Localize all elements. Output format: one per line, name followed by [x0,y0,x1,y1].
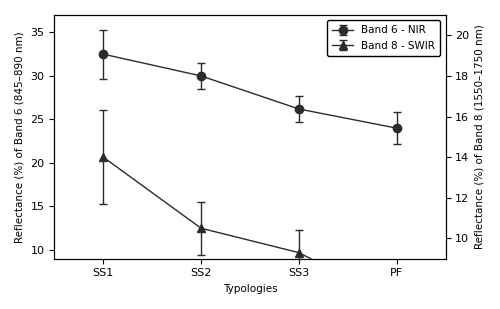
Y-axis label: Reflectance (%) of Band 6 (845–890 nm): Reflectance (%) of Band 6 (845–890 nm) [15,31,25,243]
Legend: Band 6 - NIR, Band 8 - SWIR: Band 6 - NIR, Band 8 - SWIR [327,20,440,56]
Y-axis label: Reflectance (%) of Band 8 (1550–1750 nm): Reflectance (%) of Band 8 (1550–1750 nm) [475,24,485,249]
X-axis label: Typologies: Typologies [222,284,278,294]
